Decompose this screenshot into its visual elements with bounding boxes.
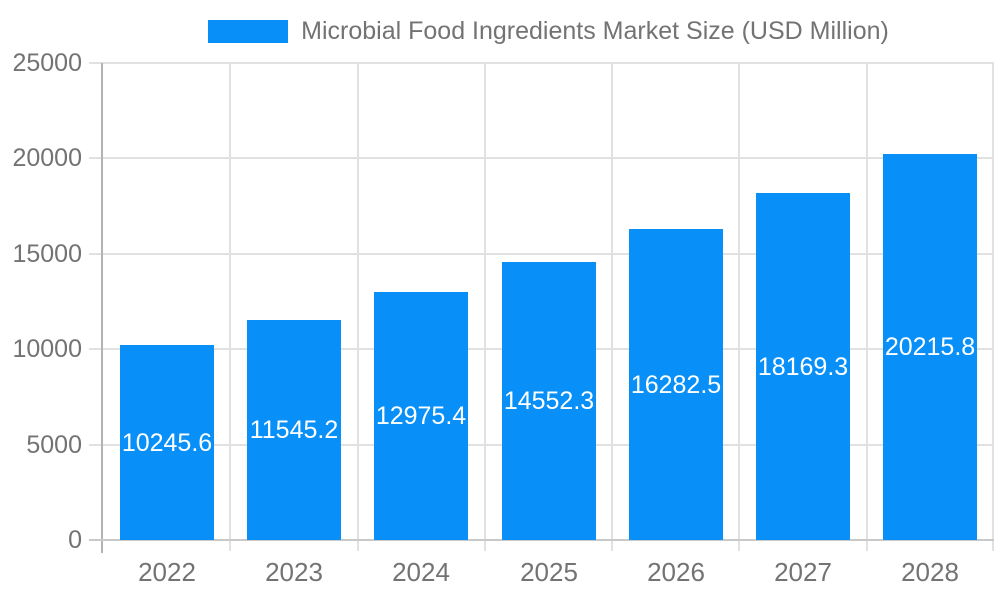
x-axis-line xyxy=(89,539,994,541)
gridline-horizontal xyxy=(89,62,994,64)
bar-2026: 16282.5 xyxy=(629,229,723,540)
gridline-vertical xyxy=(866,63,868,551)
gridline-vertical xyxy=(992,63,994,551)
bar-2027: 18169.3 xyxy=(756,193,850,540)
bar-2025: 14552.3 xyxy=(502,262,596,540)
bar-value-label: 20215.8 xyxy=(884,333,976,361)
y-axis-tick-label: 15000 xyxy=(12,239,82,268)
gridline-vertical xyxy=(611,63,613,551)
x-axis-tick-label: 2027 xyxy=(774,557,832,587)
bar-value-label: 14552.3 xyxy=(503,387,595,415)
x-axis-tick-label: 2022 xyxy=(138,557,196,587)
gridline-horizontal xyxy=(89,252,994,255)
bar-2024: 12975.4 xyxy=(374,292,468,540)
y-axis-tick-label: 20000 xyxy=(12,144,82,173)
legend: Microbial Food Ingredients Market Size (… xyxy=(103,17,994,46)
bar-value-label: 10245.6 xyxy=(121,428,213,457)
bar-value-label: 18169.3 xyxy=(757,352,849,381)
bar-2028: 20215.8 xyxy=(883,154,977,540)
x-axis-tick-label: 2026 xyxy=(647,557,705,587)
legend-swatch xyxy=(208,20,289,43)
gridline-vertical xyxy=(357,63,359,551)
y-axis-tick-label: 0 xyxy=(68,526,82,554)
gridline-vertical xyxy=(738,63,740,551)
gridline-vertical xyxy=(229,63,231,551)
gridline-horizontal xyxy=(89,157,994,160)
bar-2023: 11545.2 xyxy=(247,320,341,540)
x-axis-tick-label: 2025 xyxy=(520,557,578,587)
x-axis-tick-label: 2023 xyxy=(265,557,323,587)
x-axis-tick-label: 2024 xyxy=(392,557,450,587)
y-axis-tick-label: 10000 xyxy=(12,335,82,364)
bar-2022: 10245.6 xyxy=(120,345,214,540)
gridline-vertical xyxy=(484,63,486,551)
x-axis-tick-label: 2028 xyxy=(901,557,959,587)
y-axis-line xyxy=(101,63,103,553)
plot-area: 0 5000 10000 15000 20000 25000 10245.6 2022 1154… xyxy=(12,50,994,585)
y-axis-tick-label: 25000 xyxy=(12,49,82,77)
bar-value-label: 16282.5 xyxy=(630,370,722,399)
bar-value-label: 12975.4 xyxy=(375,402,467,430)
chart-title: Microbial Food Ingredients Market Size (… xyxy=(301,17,889,45)
y-axis-tick-label: 5000 xyxy=(26,430,82,459)
bar-value-label: 11545.2 xyxy=(249,416,339,444)
